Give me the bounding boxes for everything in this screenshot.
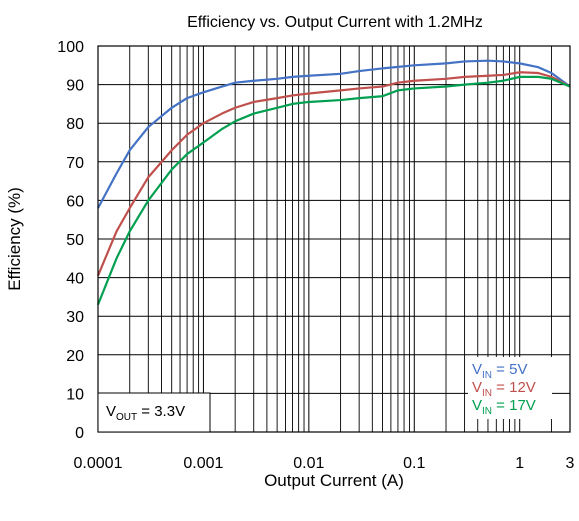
vout-annotation-box	[97, 392, 211, 433]
y-tick-label: 90	[66, 78, 84, 95]
vout-main: V	[106, 403, 116, 420]
legend: VIN = 5V VIN = 12V VIN = 17V	[468, 357, 552, 419]
x-tick-label: 0.01	[293, 455, 324, 472]
y-tick-labels: 0 10 20 30 40 50 60 70 80 90 100	[57, 39, 84, 442]
x-tick-label: 0.001	[183, 455, 223, 472]
x-tick-label: 3	[566, 455, 575, 472]
series-line-1	[97, 59, 571, 209]
x-tick-label: 0.0001	[74, 455, 123, 472]
legend-2-main: V	[472, 379, 482, 396]
legend-3-rest: = 17V	[492, 397, 536, 414]
x-tick-labels: 0.0001 0.001 0.01 0.1 1 3	[74, 455, 575, 472]
y-tick-label: 30	[66, 309, 84, 326]
vout-sub: OUT	[116, 412, 137, 423]
vout-annotation: VOUT = 3.3V	[97, 392, 211, 433]
y-axis-label: Efficiency (%)	[5, 187, 24, 291]
vout-rest: = 3.3V	[137, 403, 185, 420]
legend-3-sub: IN	[482, 406, 492, 417]
series-group	[96, 59, 571, 306]
legend-box	[468, 357, 552, 419]
legend-entry-3: VIN = 17V	[472, 397, 536, 417]
plot-frame	[97, 45, 571, 433]
vout-annotation-text: VOUT = 3.3V	[106, 403, 185, 423]
y-tick-label: 60	[66, 193, 84, 210]
legend-1-sub: IN	[482, 370, 492, 381]
legend-entry-2: VIN = 12V	[472, 379, 536, 399]
legend-2-rest: = 12V	[492, 379, 536, 396]
series-line-3	[96, 75, 571, 306]
x-tick-label: 1	[515, 455, 524, 472]
legend-1-main: V	[472, 361, 482, 378]
y-tick-label: 10	[66, 386, 84, 403]
x-tick-label: 0.1	[403, 455, 425, 472]
y-tick-label: 20	[66, 348, 84, 365]
legend-1-rest: = 5V	[492, 361, 527, 378]
y-tick-label: 70	[66, 155, 84, 172]
y-tick-label: 0	[75, 425, 84, 442]
y-tick-label: 40	[66, 271, 84, 288]
series-line-2	[96, 71, 571, 277]
legend-entry-1: VIN = 5V	[472, 361, 527, 381]
chart-title: Efficiency vs. Output Current with 1.2MH…	[187, 14, 483, 31]
x-axis-label: Output Current (A)	[264, 471, 404, 490]
y-tick-label: 100	[57, 39, 84, 56]
legend-2-sub: IN	[482, 388, 492, 399]
y-tick-label: 50	[66, 232, 84, 249]
y-tick-label: 80	[66, 116, 84, 133]
legend-3-main: V	[472, 397, 482, 414]
